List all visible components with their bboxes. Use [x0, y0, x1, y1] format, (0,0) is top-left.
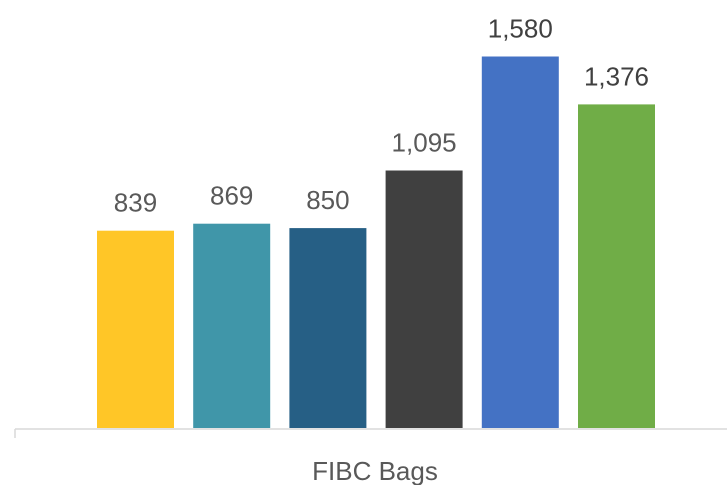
- category-label: FIBC Bags: [312, 456, 438, 485]
- bar-4: [385, 170, 463, 428]
- bar-5: [481, 56, 559, 428]
- data-label-6: 1,376: [584, 61, 649, 91]
- bars-group: [97, 56, 655, 429]
- bar-3: [289, 228, 367, 428]
- data-label-4: 1,095: [392, 128, 457, 158]
- bar-6: [578, 104, 655, 429]
- data-label-3: 850: [306, 185, 349, 215]
- data-label-5: 1,580: [488, 14, 553, 44]
- data-label-1: 839: [114, 188, 157, 218]
- bar-2: [193, 223, 271, 428]
- data-labels-group: 839 869 850 1,095 1,580 1,376: [114, 14, 649, 218]
- data-label-2: 869: [210, 181, 253, 211]
- bar-1: [97, 230, 174, 428]
